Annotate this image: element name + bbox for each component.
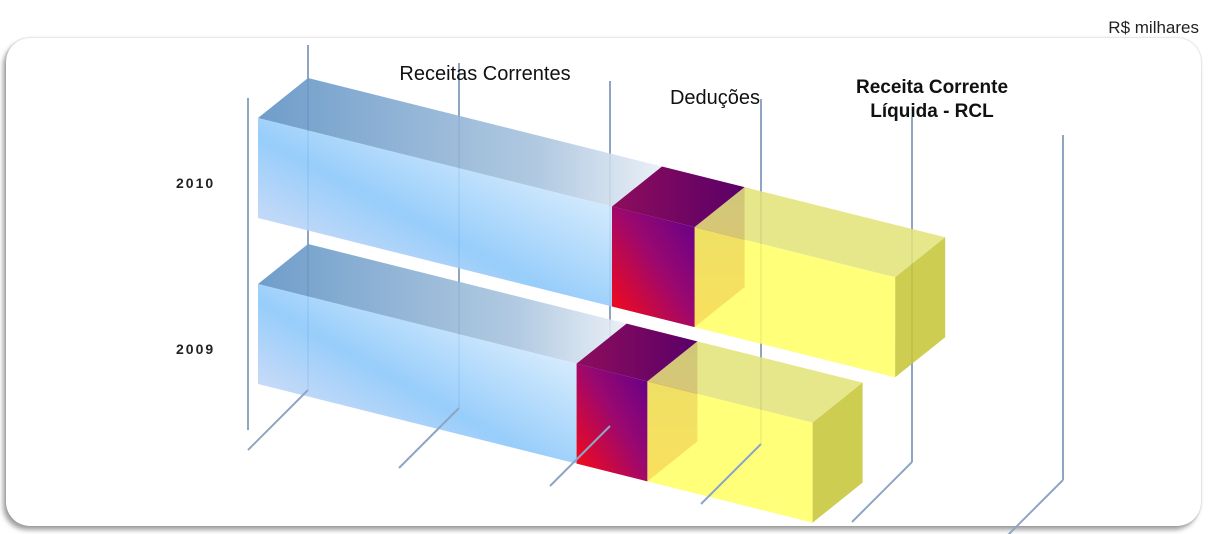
bar-top-2009-0 xyxy=(258,244,627,364)
bar-2010-0 xyxy=(258,118,612,307)
floor-gridline xyxy=(398,407,460,469)
category-label-2010: 2010 xyxy=(176,175,216,191)
bar-2010-1 xyxy=(612,206,695,328)
bar-top-2010-0 xyxy=(258,78,662,207)
bar-2009-2 xyxy=(647,381,813,523)
bar-top-2010-2 xyxy=(694,187,946,278)
bar-2009-0 xyxy=(258,284,577,464)
bar-top-2009-1 xyxy=(576,323,698,382)
bar-side-2009-2 xyxy=(812,382,863,523)
bar-2009-1 xyxy=(576,363,648,482)
category-label-2009: 2009 xyxy=(176,341,216,357)
floor-gridline xyxy=(700,443,762,505)
series-label-2: Receita Corrente Líquida - RCL xyxy=(855,77,1009,122)
series-label-1: Deduções xyxy=(669,87,761,109)
bar-top-2009-2 xyxy=(647,341,863,423)
series-label-0: Receitas Correntes xyxy=(399,63,571,85)
bar-2010-2 xyxy=(694,227,896,378)
bar-side-2010-2 xyxy=(895,237,946,378)
floor-gridline xyxy=(247,389,309,451)
floor-gridline xyxy=(1007,479,1064,534)
floor-gridline xyxy=(549,425,611,487)
floor-gridline xyxy=(851,461,913,523)
bar-top-2010-1 xyxy=(612,166,745,228)
unit-label: R$ milhares xyxy=(1108,18,1199,37)
